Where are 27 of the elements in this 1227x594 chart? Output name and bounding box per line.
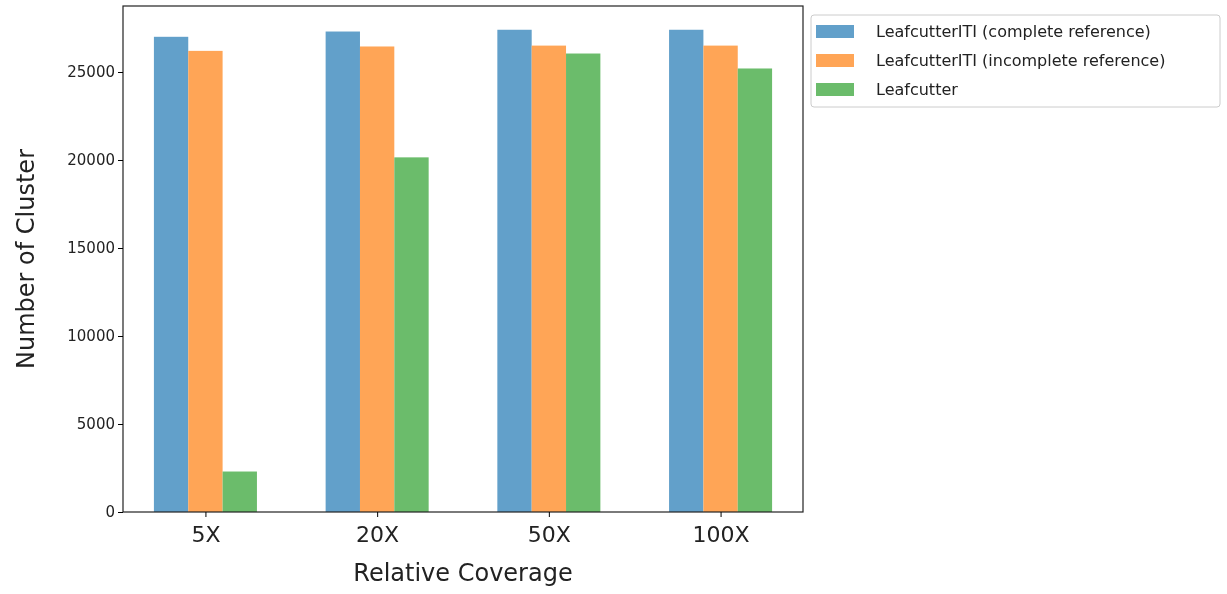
bar — [222, 471, 257, 512]
bar — [497, 29, 532, 512]
x-axis-title: Relative Coverage — [353, 559, 573, 587]
bar — [737, 68, 773, 512]
x-tick-label: 100X — [692, 522, 750, 547]
y-tick-label: 5000 — [76, 415, 115, 434]
bar — [188, 50, 223, 512]
legend-label: LeafcutterITI (complete reference) — [876, 22, 1151, 41]
bar — [325, 31, 360, 512]
bar — [153, 36, 189, 512]
x-tick-label: 5X — [191, 522, 221, 547]
y-tick-label: 15000 — [67, 239, 115, 258]
bar — [703, 45, 738, 512]
bar — [394, 157, 429, 512]
x-tick-label: 50X — [527, 522, 571, 547]
bar — [531, 45, 567, 512]
bar — [669, 29, 704, 512]
y-axis-title: Number of Cluster — [12, 148, 40, 369]
y-tick-label: 10000 — [67, 327, 115, 346]
legend-label: LeafcutterITI (incomplete reference) — [876, 51, 1166, 70]
y-tick-label: 20000 — [67, 151, 115, 170]
y-tick-label: 25000 — [67, 63, 115, 82]
legend-label: Leafcutter — [876, 80, 959, 99]
bar — [359, 46, 395, 512]
x-tick-label: 20X — [356, 522, 400, 547]
bar — [566, 53, 601, 512]
y-tick-label: 0 — [105, 503, 115, 522]
